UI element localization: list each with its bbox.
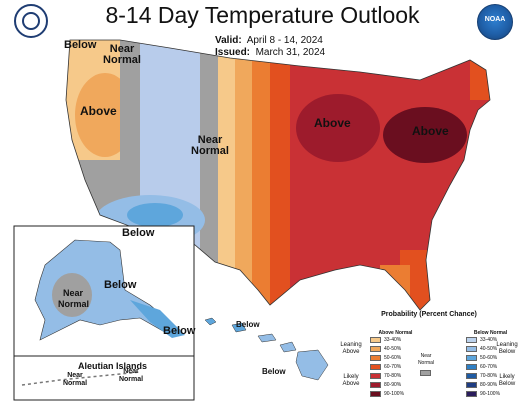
label-above-northeast: Above bbox=[412, 124, 449, 138]
aleutian-inset bbox=[13, 355, 195, 401]
label-alaska-near-normal: Near Normal bbox=[58, 288, 90, 309]
legend-label-above-3: 60-70% bbox=[384, 364, 402, 370]
legend-swatch-above-0 bbox=[370, 337, 381, 343]
legend-below-normal: Below Normal bbox=[473, 330, 508, 336]
conus-shading bbox=[66, 40, 490, 310]
legend-leaning-above: Leaning Above bbox=[340, 342, 362, 355]
legend-swatch-above-4 bbox=[370, 373, 381, 379]
valid-label: Valid: bbox=[215, 35, 242, 46]
legend-label-above-1: 40-50% bbox=[384, 346, 402, 352]
legend-label-below-3: 60-70% bbox=[480, 364, 498, 370]
legend-label-below-2: 50-60% bbox=[480, 355, 498, 361]
legend-likely-below: Likely Below bbox=[498, 374, 516, 387]
label-hawaii-below2: Below bbox=[262, 367, 286, 376]
legend-title: Probability (Percent Chance) bbox=[381, 311, 477, 318]
label-below-sw: Below bbox=[122, 227, 155, 239]
noaa-logo-text: NOAA bbox=[484, 16, 506, 23]
legend-swatch-below-0 bbox=[466, 337, 477, 343]
legend-swatch-below-6 bbox=[466, 391, 477, 397]
label-near-normal-nw: Near Normal bbox=[103, 43, 141, 66]
label-below-nw: Below bbox=[64, 39, 97, 51]
label-near-normal-center: Near Normal bbox=[191, 134, 229, 157]
legend-label-below-4: 70-80% bbox=[480, 373, 498, 379]
legend-near-normal: Near Normal bbox=[417, 353, 435, 366]
valid-value: April 8 - 14, 2024 bbox=[246, 35, 323, 46]
legend-swatch-above-3 bbox=[370, 364, 381, 370]
legend-label-above-2: 50-60% bbox=[384, 355, 402, 361]
label-hawaii-below1: Below bbox=[236, 320, 260, 329]
legend-label-below-1: 40-50% bbox=[480, 346, 498, 352]
label-above-midwest: Above bbox=[314, 116, 351, 130]
legend-label-above-5: 80-90% bbox=[384, 382, 402, 388]
doc-seal-logo bbox=[14, 4, 48, 38]
legend-leaning-below: Leaning Below bbox=[496, 342, 518, 355]
legend-label-below-0: 33-40% bbox=[480, 337, 498, 343]
legend-likely-above: Likely Above bbox=[342, 374, 360, 387]
legend-label-above-6: 90-100% bbox=[384, 391, 405, 397]
legend-label-above-0: 33-40% bbox=[384, 337, 402, 343]
legend-swatch-below-3 bbox=[466, 364, 477, 370]
label-aleutian-islands: Aleutian Islands bbox=[78, 361, 148, 371]
label-alaska-below: Below bbox=[104, 279, 137, 291]
label-aleutian-nn2: Near Normal bbox=[118, 368, 144, 383]
label-aleutian-nn1: Near Normal bbox=[62, 372, 88, 387]
label-above-west: Above bbox=[80, 104, 117, 118]
noaa-logo: NOAA bbox=[477, 4, 513, 40]
issued-label: Issued: bbox=[215, 47, 251, 58]
legend-swatch-above-5 bbox=[370, 382, 381, 388]
legend-label-below-5: 80-90% bbox=[480, 382, 498, 388]
legend-swatch-below-1 bbox=[466, 346, 477, 352]
valid-issued-block: Valid: April 8 - 14, 2024 Issued: March … bbox=[215, 35, 325, 59]
legend-swatch-above-6 bbox=[370, 391, 381, 397]
legend-swatch-below-2 bbox=[466, 355, 477, 361]
legend-swatch-above-1 bbox=[370, 346, 381, 352]
legend-swatch-above-2 bbox=[370, 355, 381, 361]
probability-legend: Probability (Percent Chance) Above Norma… bbox=[336, 311, 522, 403]
legend-label-below-6: 90-100% bbox=[480, 391, 501, 397]
label-alaska-below-se: Below bbox=[163, 325, 196, 337]
legend-swatch-below-4 bbox=[466, 373, 477, 379]
legend-above-normal: Above Normal bbox=[378, 330, 413, 336]
legend-label-above-4: 70-80% bbox=[384, 373, 402, 379]
legend-swatch-near bbox=[420, 370, 431, 376]
legend-swatch-below-5 bbox=[466, 382, 477, 388]
issued-value: March 31, 2024 bbox=[255, 47, 326, 58]
page-title: 8-14 Day Temperature Outlook bbox=[105, 2, 420, 28]
